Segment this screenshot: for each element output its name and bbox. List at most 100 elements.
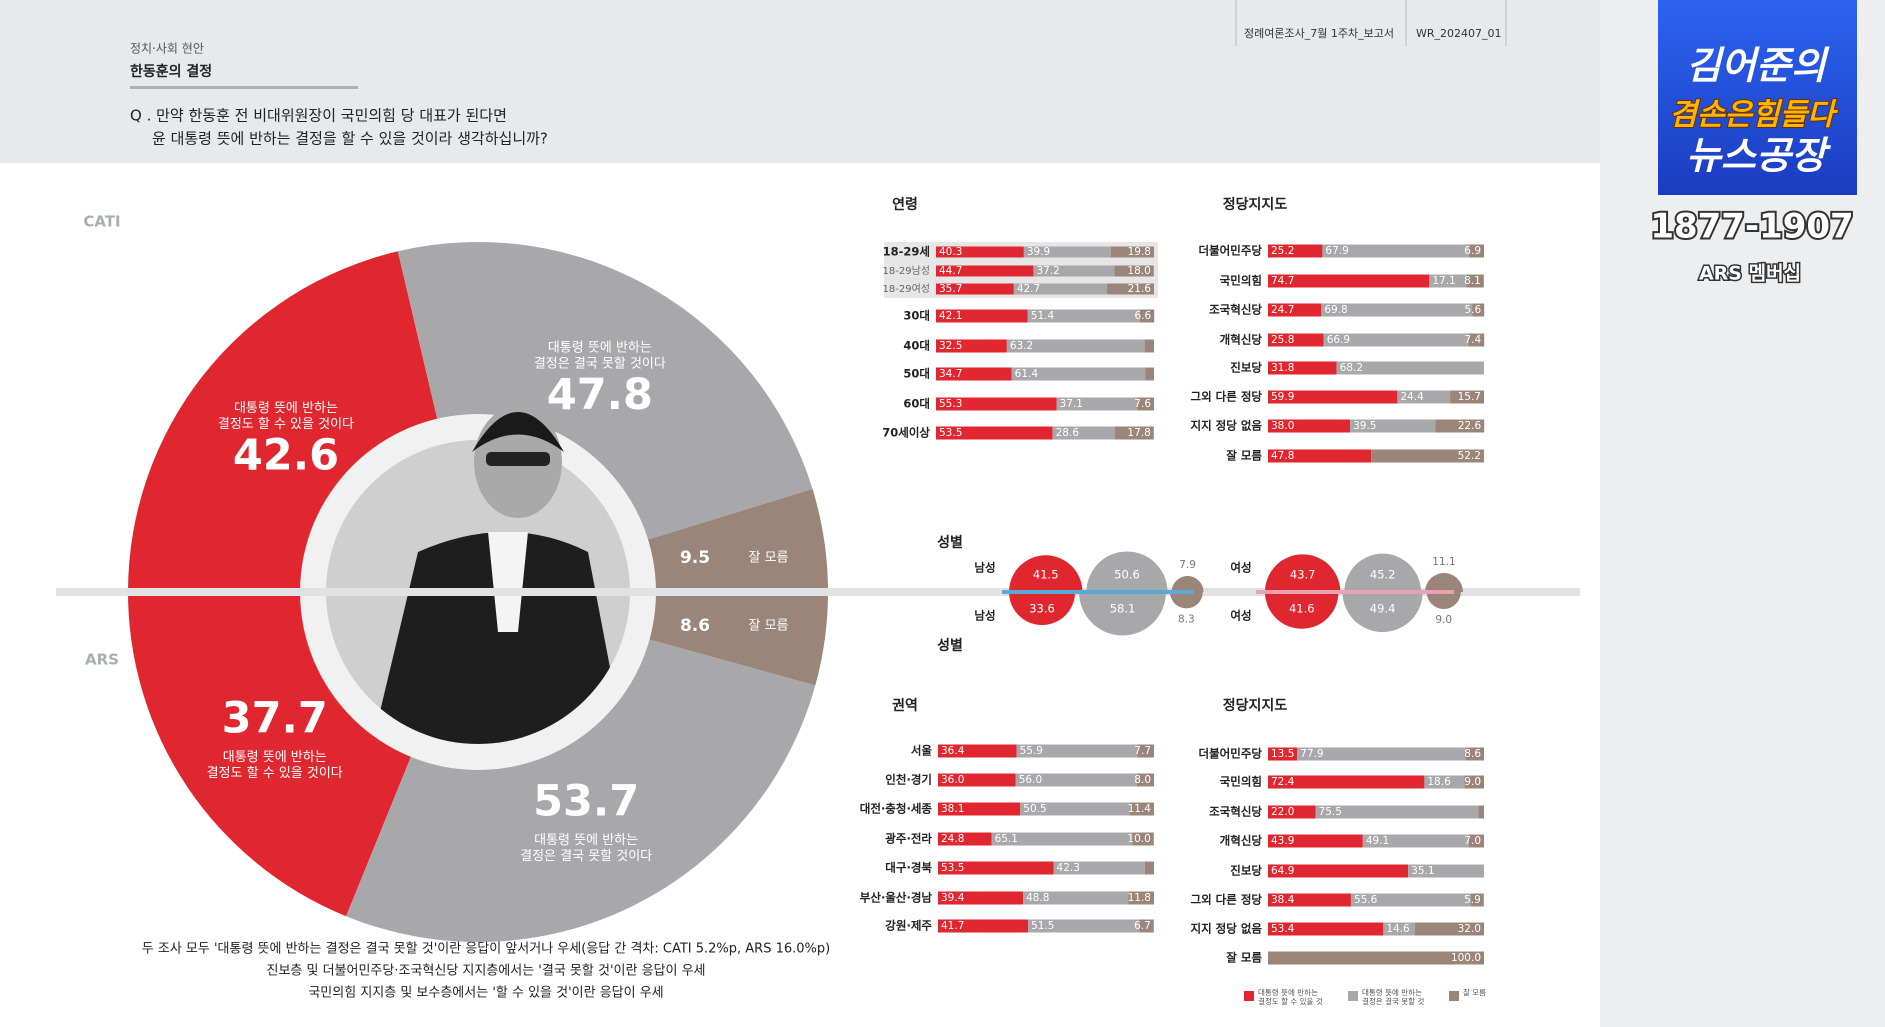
slice-label: 대통령 뜻에 반하는 결정도 할 수 있을 것이다 xyxy=(218,400,354,431)
bar-segment xyxy=(1110,246,1154,258)
value-label: 7.7 xyxy=(1134,745,1151,757)
bar-segment xyxy=(1323,333,1469,347)
text-line: 대통령 뜻에 반하는 xyxy=(234,400,338,415)
value-label: 24.7 xyxy=(1271,304,1294,316)
value-label: 65.1 xyxy=(995,833,1018,845)
value-label: 6.7 xyxy=(1134,920,1151,932)
bar-segment xyxy=(991,832,1133,846)
value-label: 19.8 xyxy=(1128,246,1151,258)
half-bubble xyxy=(1426,592,1461,610)
page-title: 한동훈의 결정 xyxy=(130,63,212,80)
bar-segment xyxy=(1466,274,1484,288)
bar-segment xyxy=(938,773,1016,787)
value-label: 72.4 xyxy=(1271,776,1295,788)
category-label: 대전·충청·세종 xyxy=(860,802,933,816)
value-label: 37.2 xyxy=(1036,265,1059,277)
question: Q . 만약 한동훈 전 비대위원장이 국민의힘 당 대표가 된다면 xyxy=(130,107,507,125)
value-label: 7.9 xyxy=(1179,559,1196,571)
bar-segment xyxy=(1450,390,1484,404)
value-label: 28.6 xyxy=(1056,427,1080,439)
bar-segment xyxy=(1268,922,1384,936)
value-label: 6.9 xyxy=(1464,245,1481,257)
value-label: 59.9 xyxy=(1271,391,1294,403)
half-bubble xyxy=(1425,573,1463,592)
report-code: WR_202407_01 xyxy=(1416,27,1502,40)
category-label: 여성 xyxy=(1230,609,1251,623)
logo-membership: ARS 멤버십 xyxy=(1699,263,1801,285)
text-line: 대통령 뜻에 반하는 xyxy=(223,749,327,764)
value-label: 53.5 xyxy=(941,862,964,874)
bar-segment xyxy=(1268,893,1351,907)
value-label: 38.4 xyxy=(1271,894,1295,906)
bar-segment xyxy=(1128,891,1154,905)
value-label: 36.0 xyxy=(941,774,964,786)
value-label: 41.5 xyxy=(1033,568,1059,582)
value-label: 43.9 xyxy=(1271,835,1294,847)
bar-segment xyxy=(1137,744,1154,758)
half-bubble xyxy=(1265,554,1341,592)
value-label: 55.3 xyxy=(939,398,962,410)
value-label: 17.8 xyxy=(1127,427,1150,439)
value-label: 14.6 xyxy=(1386,923,1410,935)
bar-segment xyxy=(1114,265,1154,277)
value-label: 50.5 xyxy=(1023,803,1046,815)
category-label: 조국혁신당 xyxy=(1209,805,1262,819)
value-label: 15.7 xyxy=(1458,391,1481,403)
logo-name: 김어준의 xyxy=(1686,44,1830,88)
bar-segment xyxy=(1015,773,1137,787)
series-name: CATI xyxy=(83,213,120,231)
value-label: 39.9 xyxy=(1027,246,1050,258)
slice-value: 53.7 xyxy=(533,776,639,826)
half-bubble xyxy=(1086,551,1168,592)
value-label: 31.8 xyxy=(1271,362,1294,374)
value-label: 17.1 xyxy=(1432,275,1455,287)
value-label: 58.1 xyxy=(1110,602,1136,616)
bar-segment xyxy=(938,832,992,846)
bar-segment xyxy=(1136,773,1154,787)
category-label: 조국혁신당 xyxy=(1209,303,1262,317)
value-label: 42.3 xyxy=(1057,862,1080,874)
text-line: 결정은 결국 못할 것이다 xyxy=(534,356,666,371)
note: 국민의힘 지지층 및 보수층에서는 '할 수 있을 것'이란 응답이 우세 xyxy=(308,986,663,1001)
bar-segment xyxy=(1132,832,1154,846)
half-bubble xyxy=(1009,592,1076,626)
category-label: 국민의힘 xyxy=(1220,775,1262,789)
value-label: 40.3 xyxy=(939,246,962,258)
logo-show: 뉴스공장 xyxy=(1686,134,1832,178)
bar-segment xyxy=(1464,775,1484,789)
category-label: 40대 xyxy=(903,339,930,353)
category-label: 남성 xyxy=(974,561,995,575)
bar-segment xyxy=(1056,397,1138,411)
legend-swatch xyxy=(1449,991,1459,1001)
photo-glasses xyxy=(486,452,550,466)
half-bubble xyxy=(1171,576,1204,592)
text-line: 결정은 결국 못할 것 xyxy=(1362,996,1424,1006)
value-label: 11.4 xyxy=(1128,803,1152,815)
text-line: 결정은 결국 못할 것이다 xyxy=(520,848,652,863)
bar-segment xyxy=(938,861,1054,875)
bar-segment xyxy=(936,426,1053,440)
bar-segment xyxy=(936,309,1028,323)
slice-value: 47.8 xyxy=(547,370,653,420)
title-underline xyxy=(130,86,358,89)
value-label: 8.1 xyxy=(1464,275,1481,287)
chart-title: 연령 xyxy=(892,197,918,213)
value-label: 39.4 xyxy=(941,892,965,904)
bar-segment xyxy=(1137,397,1154,411)
note: 두 조사 모두 '대통령 뜻에 반하는 결정은 결국 못할 것'이란 응답이 앞… xyxy=(142,942,830,957)
value-label: 8.0 xyxy=(1134,774,1151,786)
bar-segment xyxy=(938,744,1017,758)
bar-segment xyxy=(1020,802,1130,816)
note: 진보층 및 더불어민주당·조국혁신당 지지층에서는 '결국 못할 것'이란 응답… xyxy=(266,964,705,979)
value-label: 11.8 xyxy=(1128,892,1151,904)
value-label: 7.4 xyxy=(1465,334,1482,346)
slice-label: 대통령 뜻에 반하는 결정은 결국 못할 것이다 xyxy=(520,832,652,863)
bar-segment xyxy=(1268,303,1322,317)
text-line: 대통령 뜻에 반하는 xyxy=(534,832,638,847)
value-label: 38.0 xyxy=(1271,420,1294,432)
bar-segment xyxy=(1268,775,1425,789)
value-label: 9.0 xyxy=(1435,614,1452,626)
bar-segment xyxy=(1268,333,1324,347)
half-bubble xyxy=(1265,592,1339,629)
